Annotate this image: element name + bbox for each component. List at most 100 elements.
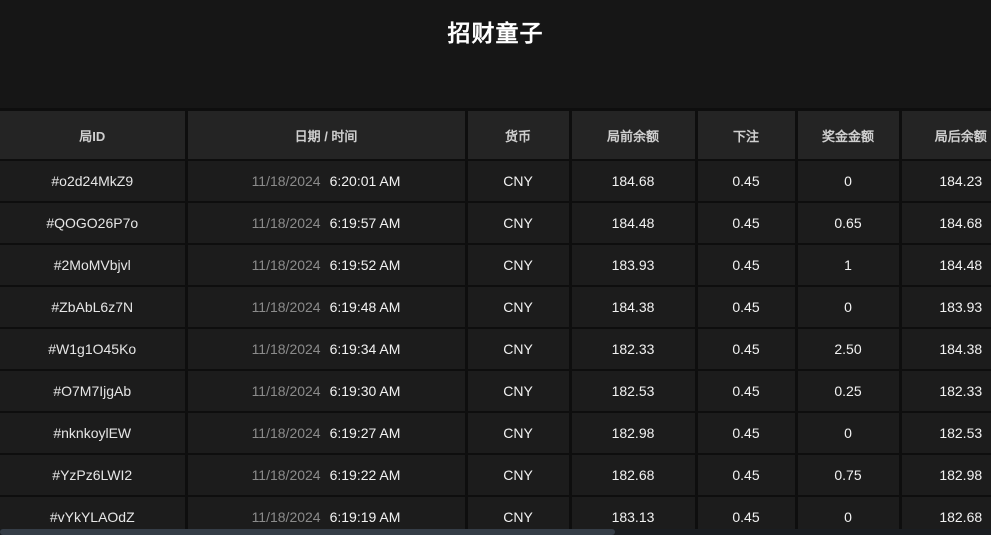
time-label: 6:19:52 AM bbox=[329, 257, 401, 273]
time-label: 6:19:19 AM bbox=[329, 509, 401, 525]
balance-after-cell: 184.68 bbox=[898, 202, 991, 245]
currency-cell: CNY bbox=[464, 202, 570, 245]
history-table-container: 局ID 日期 / 时间 货币 局前余额 下注 奖金金额 局后余额 #o2d24MkZ9 11/… bbox=[0, 108, 991, 535]
time-label: 6:20:01 AM bbox=[329, 173, 401, 189]
round-id-cell: #YzPz6LWI2 bbox=[0, 454, 186, 497]
bet-cell: 0.45 bbox=[694, 160, 796, 203]
prize-cell: 2.50 bbox=[794, 328, 900, 371]
round-id-cell: #nknkoylEW bbox=[0, 412, 186, 455]
bet-cell: 0.45 bbox=[694, 244, 796, 287]
column-header-bet: 下注 bbox=[694, 109, 796, 161]
date-label: 11/18/2024 bbox=[251, 257, 321, 273]
currency-cell: CNY bbox=[464, 412, 570, 455]
table-row: #nknkoylEW 11/18/2024 6:19:27 AM CNY 182.98 0… bbox=[0, 412, 991, 455]
date-label: 11/18/2024 bbox=[251, 383, 321, 399]
prize-cell: 0 bbox=[794, 412, 900, 455]
date-label: 11/18/2024 bbox=[251, 509, 321, 525]
datetime-cell: 11/18/2024 6:19:34 AM bbox=[184, 328, 466, 371]
column-header-currency: 货币 bbox=[464, 109, 570, 161]
prize-cell: 0 bbox=[794, 160, 900, 203]
bet-cell: 0.45 bbox=[694, 496, 796, 535]
balance-after-cell: 182.33 bbox=[898, 370, 991, 413]
prize-cell: 0.75 bbox=[794, 454, 900, 497]
prize-cell: 1 bbox=[794, 244, 900, 287]
table-row: #2MoMVbjvl 11/18/2024 6:19:52 AM CNY 183.93 0… bbox=[0, 244, 991, 287]
round-id-cell: #W1g1O45Ko bbox=[0, 328, 186, 371]
balance-after-cell: 183.93 bbox=[898, 286, 991, 329]
currency-cell: CNY bbox=[464, 454, 570, 497]
time-label: 6:19:48 AM bbox=[329, 299, 401, 315]
table-row: #QOGO26P7o 11/18/2024 6:19:57 AM CNY 184.48 0… bbox=[0, 202, 991, 245]
column-header-balance_after: 局后余额 bbox=[898, 109, 991, 161]
datetime-cell: 11/18/2024 6:19:22 AM bbox=[184, 454, 466, 497]
balance-after-cell: 182.98 bbox=[898, 454, 991, 497]
table-body: #o2d24MkZ9 11/18/2024 6:20:01 AM CNY 184.68 0… bbox=[0, 160, 991, 535]
balance-before-cell: 182.53 bbox=[568, 370, 696, 413]
currency-cell: CNY bbox=[464, 370, 570, 413]
balance-after-cell: 182.68 bbox=[898, 496, 991, 535]
time-label: 6:19:30 AM bbox=[329, 383, 401, 399]
datetime-cell: 11/18/2024 6:19:19 AM bbox=[184, 496, 466, 535]
table-row: #W1g1O45Ko 11/18/2024 6:19:34 AM CNY 182.33 0… bbox=[0, 328, 991, 371]
time-label: 6:19:22 AM bbox=[329, 467, 401, 483]
table-row: #O7M7IjgAb 11/18/2024 6:19:30 AM CNY 182.53 0… bbox=[0, 370, 991, 413]
date-label: 11/18/2024 bbox=[251, 341, 321, 357]
datetime-cell: 11/18/2024 6:20:01 AM bbox=[184, 160, 466, 203]
balance-after-cell: 184.23 bbox=[898, 160, 991, 203]
currency-cell: CNY bbox=[464, 160, 570, 203]
balance-before-cell: 182.33 bbox=[568, 328, 696, 371]
bet-cell: 0.45 bbox=[694, 202, 796, 245]
datetime-cell: 11/18/2024 6:19:30 AM bbox=[184, 370, 466, 413]
time-label: 6:19:57 AM bbox=[329, 215, 401, 231]
column-header-id: 局ID bbox=[0, 109, 186, 161]
scrollbar-thumb[interactable] bbox=[0, 529, 615, 535]
date-label: 11/18/2024 bbox=[251, 173, 321, 189]
round-id-cell: #2MoMVbjvl bbox=[0, 244, 186, 287]
bet-cell: 0.45 bbox=[694, 454, 796, 497]
bet-cell: 0.45 bbox=[694, 286, 796, 329]
bet-cell: 0.45 bbox=[694, 412, 796, 455]
datetime-cell: 11/18/2024 6:19:52 AM bbox=[184, 244, 466, 287]
round-id-cell: #QOGO26P7o bbox=[0, 202, 186, 245]
table-row: #vYkYLAOdZ 11/18/2024 6:19:19 AM CNY 183.13 0… bbox=[0, 496, 991, 535]
bet-cell: 0.45 bbox=[694, 370, 796, 413]
balance-before-cell: 184.68 bbox=[568, 160, 696, 203]
balance-before-cell: 183.93 bbox=[568, 244, 696, 287]
currency-cell: CNY bbox=[464, 496, 570, 535]
prize-cell: 0 bbox=[794, 496, 900, 535]
currency-cell: CNY bbox=[464, 328, 570, 371]
balance-after-cell: 182.53 bbox=[898, 412, 991, 455]
currency-cell: CNY bbox=[464, 244, 570, 287]
prize-cell: 0 bbox=[794, 286, 900, 329]
round-id-cell: #vYkYLAOdZ bbox=[0, 496, 186, 535]
round-id-cell: #ZbAbL6z7N bbox=[0, 286, 186, 329]
column-header-balance_before: 局前余额 bbox=[568, 109, 696, 161]
balance-after-cell: 184.48 bbox=[898, 244, 991, 287]
table-row: #YzPz6LWI2 11/18/2024 6:19:22 AM CNY 182.68 0… bbox=[0, 454, 991, 497]
date-label: 11/18/2024 bbox=[251, 467, 321, 483]
history-table: 局ID 日期 / 时间 货币 局前余额 下注 奖金金额 局后余额 #o2d24MkZ9 11/… bbox=[0, 108, 991, 535]
datetime-cell: 11/18/2024 6:19:57 AM bbox=[184, 202, 466, 245]
horizontal-scrollbar[interactable] bbox=[0, 529, 991, 535]
time-label: 6:19:27 AM bbox=[329, 425, 401, 441]
balance-before-cell: 182.68 bbox=[568, 454, 696, 497]
currency-cell: CNY bbox=[464, 286, 570, 329]
round-id-cell: #O7M7IjgAb bbox=[0, 370, 186, 413]
date-label: 11/18/2024 bbox=[251, 425, 321, 441]
balance-before-cell: 184.48 bbox=[568, 202, 696, 245]
datetime-cell: 11/18/2024 6:19:27 AM bbox=[184, 412, 466, 455]
balance-before-cell: 182.98 bbox=[568, 412, 696, 455]
bet-cell: 0.45 bbox=[694, 328, 796, 371]
column-header-datetime: 日期 / 时间 bbox=[184, 109, 466, 161]
date-label: 11/18/2024 bbox=[251, 215, 321, 231]
column-header-prize: 奖金金额 bbox=[794, 109, 900, 161]
prize-cell: 0.25 bbox=[794, 370, 900, 413]
time-label: 6:19:34 AM bbox=[329, 341, 401, 357]
page-title: 招财童子 bbox=[447, 20, 544, 46]
balance-after-cell: 184.38 bbox=[898, 328, 991, 371]
table-row: #o2d24MkZ9 11/18/2024 6:20:01 AM CNY 184.68 0… bbox=[0, 160, 991, 203]
round-id-cell: #o2d24MkZ9 bbox=[0, 160, 186, 203]
balance-before-cell: 183.13 bbox=[568, 496, 696, 535]
balance-before-cell: 184.38 bbox=[568, 286, 696, 329]
